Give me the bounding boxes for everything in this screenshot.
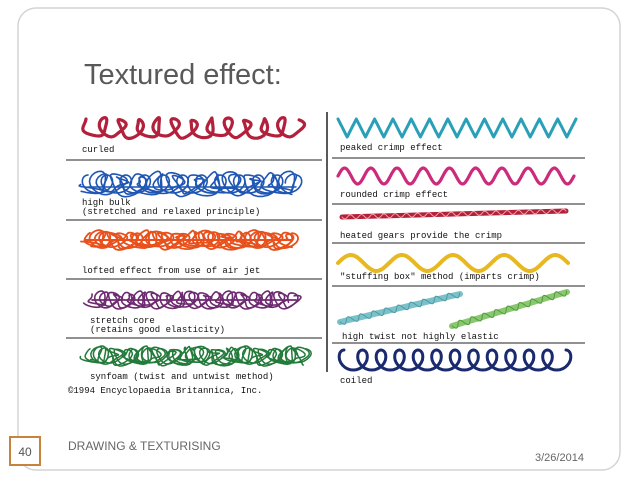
slide-title: Textured effect: [84, 59, 282, 91]
yarn [341, 208, 567, 220]
yarn [88, 229, 294, 251]
figure-label: rounded crimp effect [340, 190, 448, 200]
yarn [336, 117, 578, 139]
page-number: 40 [18, 445, 32, 459]
figure-label: heated gears provide the crimp [340, 231, 502, 241]
yarn [79, 345, 310, 367]
yarn [81, 116, 307, 141]
figure-label: lofted effect from use of air jet [82, 266, 260, 276]
figure-label: peaked crimp effect [340, 143, 443, 153]
yarn [336, 166, 576, 186]
footer-text: DRAWING & TEXTURISING [68, 439, 221, 453]
yarn [451, 290, 567, 329]
yarn [89, 346, 306, 366]
figure-label: high twist not highly elastic [342, 332, 499, 342]
yarn [336, 253, 570, 273]
separators [66, 157, 585, 344]
figure-credit: ©1994 Encyclopaedia Britannica, Inc. [68, 386, 262, 396]
yarn [339, 292, 460, 325]
figure-label: high bulk [82, 198, 131, 208]
yarn [337, 348, 573, 372]
yarn [87, 291, 302, 309]
figure-label: (retains good elasticity) [90, 325, 225, 335]
yarn [82, 290, 299, 310]
figure-label: "stuffing box" method (imparts crimp) [340, 272, 540, 282]
footer-date: 3/26/2014 [535, 452, 584, 464]
page-number-box [9, 436, 41, 466]
figure-label: curled [82, 145, 114, 155]
figure-label: synfoam (twist and untwist method) [90, 372, 274, 382]
yarn [80, 170, 296, 198]
figure-label: coiled [340, 376, 372, 386]
figure-label: stretch core [90, 316, 155, 326]
figure-label: (stretched and relaxed principle) [82, 207, 260, 217]
figure: curled high bulk(stretched and relaxed pr… [66, 112, 585, 396]
